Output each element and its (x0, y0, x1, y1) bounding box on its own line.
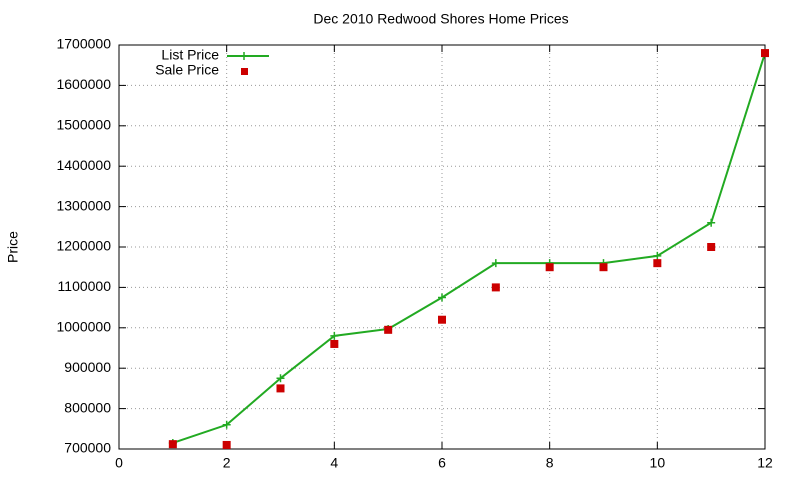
y-tick-label: 1600000 (56, 76, 111, 92)
legend-label: Sale Price (155, 62, 219, 78)
y-tick-label: 900000 (64, 359, 111, 375)
point (438, 293, 446, 302)
point (707, 243, 716, 251)
legend-swatch (240, 52, 248, 60)
point (599, 263, 608, 272)
point (653, 251, 662, 260)
point (545, 263, 554, 272)
legend-label: List Price (161, 47, 219, 63)
y-tick-label: 800000 (64, 399, 111, 415)
legend-swatch (241, 68, 248, 75)
point (330, 331, 339, 340)
x-tick-label: 0 (115, 455, 123, 471)
point (438, 315, 446, 324)
x-tick-label: 6 (438, 455, 446, 471)
y-tick-label: 1000000 (56, 319, 111, 335)
point (384, 325, 393, 334)
series-line (172, 52, 766, 444)
x-tick-label: 12 (757, 455, 773, 471)
y-tick-label: 1100000 (58, 278, 112, 294)
y-tick-label: 1300000 (56, 197, 111, 213)
y-tick-label: 1500000 (56, 117, 111, 133)
point (330, 339, 339, 348)
point (276, 384, 285, 393)
y-axis-label: Price (5, 231, 21, 263)
y-tick-label: 1400000 (56, 157, 111, 173)
y-tick-label: 700000 (64, 440, 111, 456)
x-tick-label: 2 (223, 455, 231, 471)
point (168, 440, 177, 449)
x-tick-label: 8 (546, 455, 554, 471)
x-tick-label: 4 (330, 455, 338, 471)
y-tick-label: 1700000 (56, 36, 111, 52)
chart-title: Dec 2010 Redwood Shores Home Prices (313, 11, 568, 27)
point (761, 49, 769, 58)
y-tick-label: 1200000 (56, 238, 111, 254)
point (707, 218, 716, 227)
point (491, 259, 500, 268)
point (222, 420, 231, 429)
x-tick-label: 10 (650, 455, 666, 471)
point (653, 259, 662, 268)
plot-frame (118, 44, 766, 450)
point (276, 374, 285, 383)
point (222, 440, 231, 449)
point (491, 283, 500, 292)
